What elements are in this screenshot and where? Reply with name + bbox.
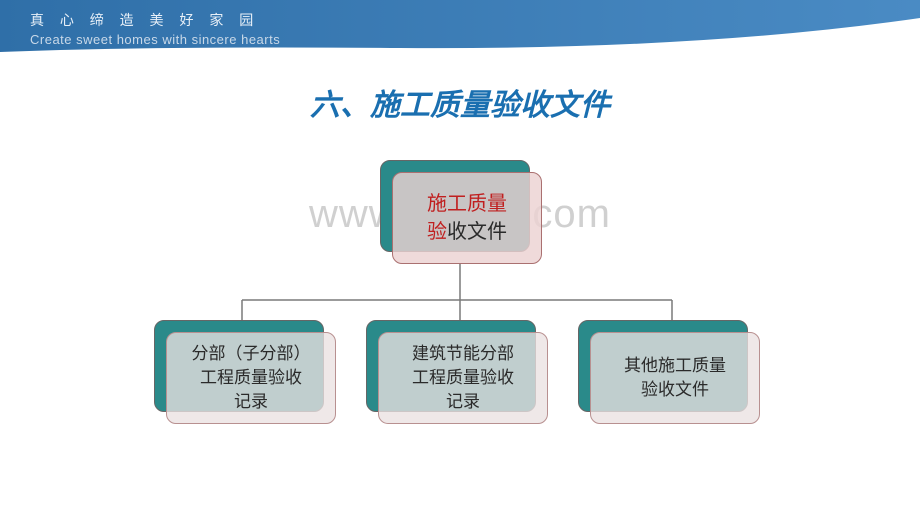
- child-2-label: 建筑节能分部 工程质量验收 记录: [412, 342, 514, 413]
- child-1: 分部（子分部） 工程质量验收 记录: [166, 332, 336, 424]
- child-2: 建筑节能分部 工程质量验收 记录: [378, 332, 548, 424]
- root-line1: 施工质量: [427, 193, 507, 215]
- root-line2-rest: 收文件: [447, 221, 507, 243]
- header-slogan-cn: 真 心 缔 造 美 好 家 园: [30, 10, 259, 30]
- child-1-label: 分部（子分部） 工程质量验收 记录: [192, 342, 311, 413]
- page-title: 六、施工质量验收文件: [0, 80, 920, 124]
- header-slogan-en: Create sweet homes with sincere hearts: [30, 32, 280, 47]
- root-node: 施工质量 验收文件: [392, 172, 542, 264]
- header-band: [0, 0, 920, 60]
- root-line2-red: 验: [427, 221, 447, 243]
- child-3-label: 其他施工质量 验收文件: [624, 354, 726, 402]
- child-3: 其他施工质量 验收文件: [590, 332, 760, 424]
- org-diagram: 施工质量 验收文件 分部（子分部） 工程质量验收 记录 建筑节能分部 工程质量验…: [0, 150, 920, 450]
